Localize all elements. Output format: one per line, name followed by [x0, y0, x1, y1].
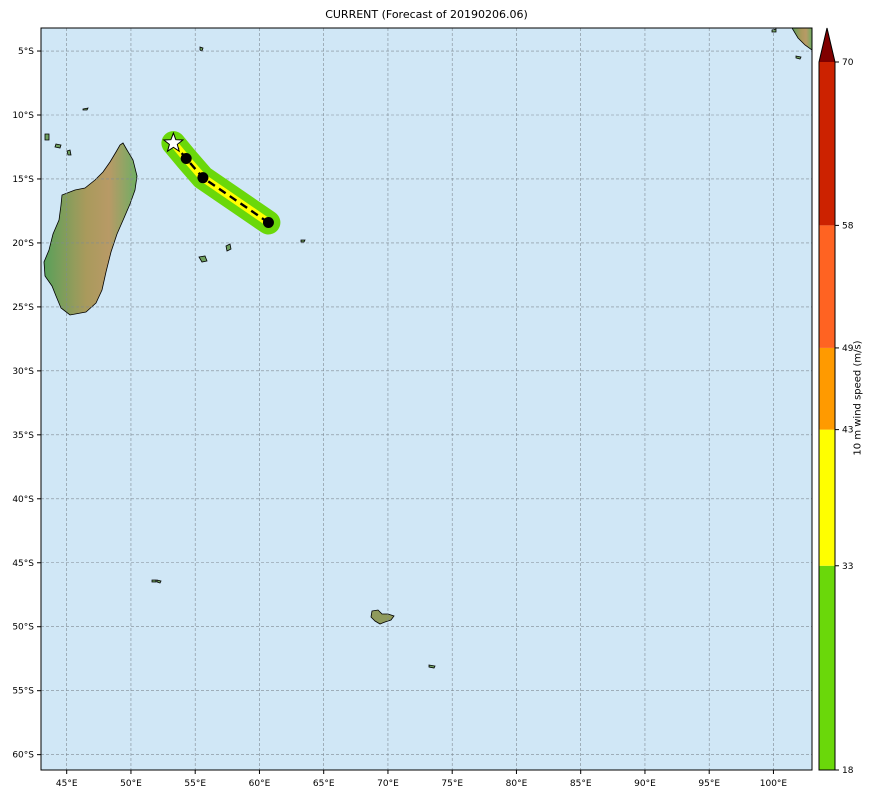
- small-island: [199, 46, 204, 52]
- map-gridlines: [41, 28, 812, 770]
- heard-island: [428, 664, 436, 669]
- reunion-island: [198, 255, 208, 263]
- lat-tick-label: 15°S: [12, 175, 34, 185]
- rodrigues-island: [300, 239, 306, 243]
- colorbar-tick-label: 49: [842, 344, 854, 354]
- track-point: [180, 152, 192, 164]
- madagascar-island: [43, 142, 138, 316]
- small-island: [771, 28, 777, 33]
- lon-tick-label: 45°E: [56, 779, 78, 789]
- colorbar-segment: [819, 225, 835, 348]
- colorbar-tick-label: 58: [842, 221, 854, 231]
- lat-tick-label: 20°S: [12, 239, 34, 249]
- forecast-track-line: [172, 142, 270, 224]
- lon-tick-label: 70°E: [377, 779, 399, 789]
- lat-tick-label: 25°S: [12, 303, 34, 313]
- comoros-island: [54, 143, 62, 149]
- crozet-island: [156, 579, 162, 584]
- colorbar-tick-label: 33: [842, 562, 853, 572]
- sumatra-island: [791, 28, 812, 51]
- colorbar-extend-arrow: [819, 28, 835, 62]
- colorbar: 18 33 43 49 58 70: [818, 27, 854, 776]
- lat-tick-label: 45°S: [12, 559, 34, 569]
- lat-tick-label: 35°S: [12, 431, 34, 441]
- lat-tick-label: 5°S: [18, 47, 34, 57]
- current-position-star: [162, 131, 185, 153]
- colorbar-tick-label: 18: [842, 766, 854, 776]
- small-island: [795, 55, 802, 60]
- lon-tick-label: 80°E: [506, 779, 528, 789]
- lon-tick-label: 50°E: [120, 779, 142, 789]
- lat-tick-label: 30°S: [12, 367, 34, 377]
- track-point: [262, 216, 274, 228]
- lat-tick-label: 60°S: [12, 751, 34, 761]
- lon-tick-label: 85°E: [570, 779, 592, 789]
- ocean-background: [41, 28, 812, 770]
- mauritius-island: [225, 243, 232, 252]
- lon-tick-label: 100°E: [760, 779, 788, 789]
- lon-tick-label: 60°E: [249, 779, 271, 789]
- lon-tick-label: 90°E: [634, 779, 656, 789]
- lat-tick-label: 10°S: [12, 111, 34, 121]
- lat-tick-label: 40°S: [12, 495, 34, 505]
- colorbar-outline: [818, 27, 836, 771]
- comoros-island: [66, 149, 72, 156]
- colorbar-segment: [819, 347, 835, 430]
- colorbar-segment: [819, 429, 835, 566]
- lon-tick-label: 75°E: [441, 779, 463, 789]
- small-island: [82, 107, 89, 111]
- track-point: [197, 172, 209, 184]
- colorbar-segment: [819, 62, 835, 226]
- lon-tick-label: 95°E: [698, 779, 720, 789]
- lat-tick-label: 50°S: [12, 623, 34, 633]
- map-content: [41, 28, 812, 770]
- colorbar-segment: [819, 565, 835, 770]
- colorbar-label: 10 m wind speed (m/s): [852, 340, 864, 456]
- map-title: CURRENT (Forecast of 20190206.06): [325, 8, 528, 21]
- colorbar-tick-label: 70: [842, 58, 854, 68]
- comoros-island: [44, 133, 50, 141]
- lat-tick-label: 55°S: [12, 687, 34, 697]
- lon-tick-label: 55°E: [184, 779, 206, 789]
- crozet-island: [151, 579, 157, 583]
- colorbar-tick-label: 43: [842, 426, 853, 436]
- lon-tick-label: 65°E: [313, 779, 335, 789]
- map-border: [40, 27, 813, 771]
